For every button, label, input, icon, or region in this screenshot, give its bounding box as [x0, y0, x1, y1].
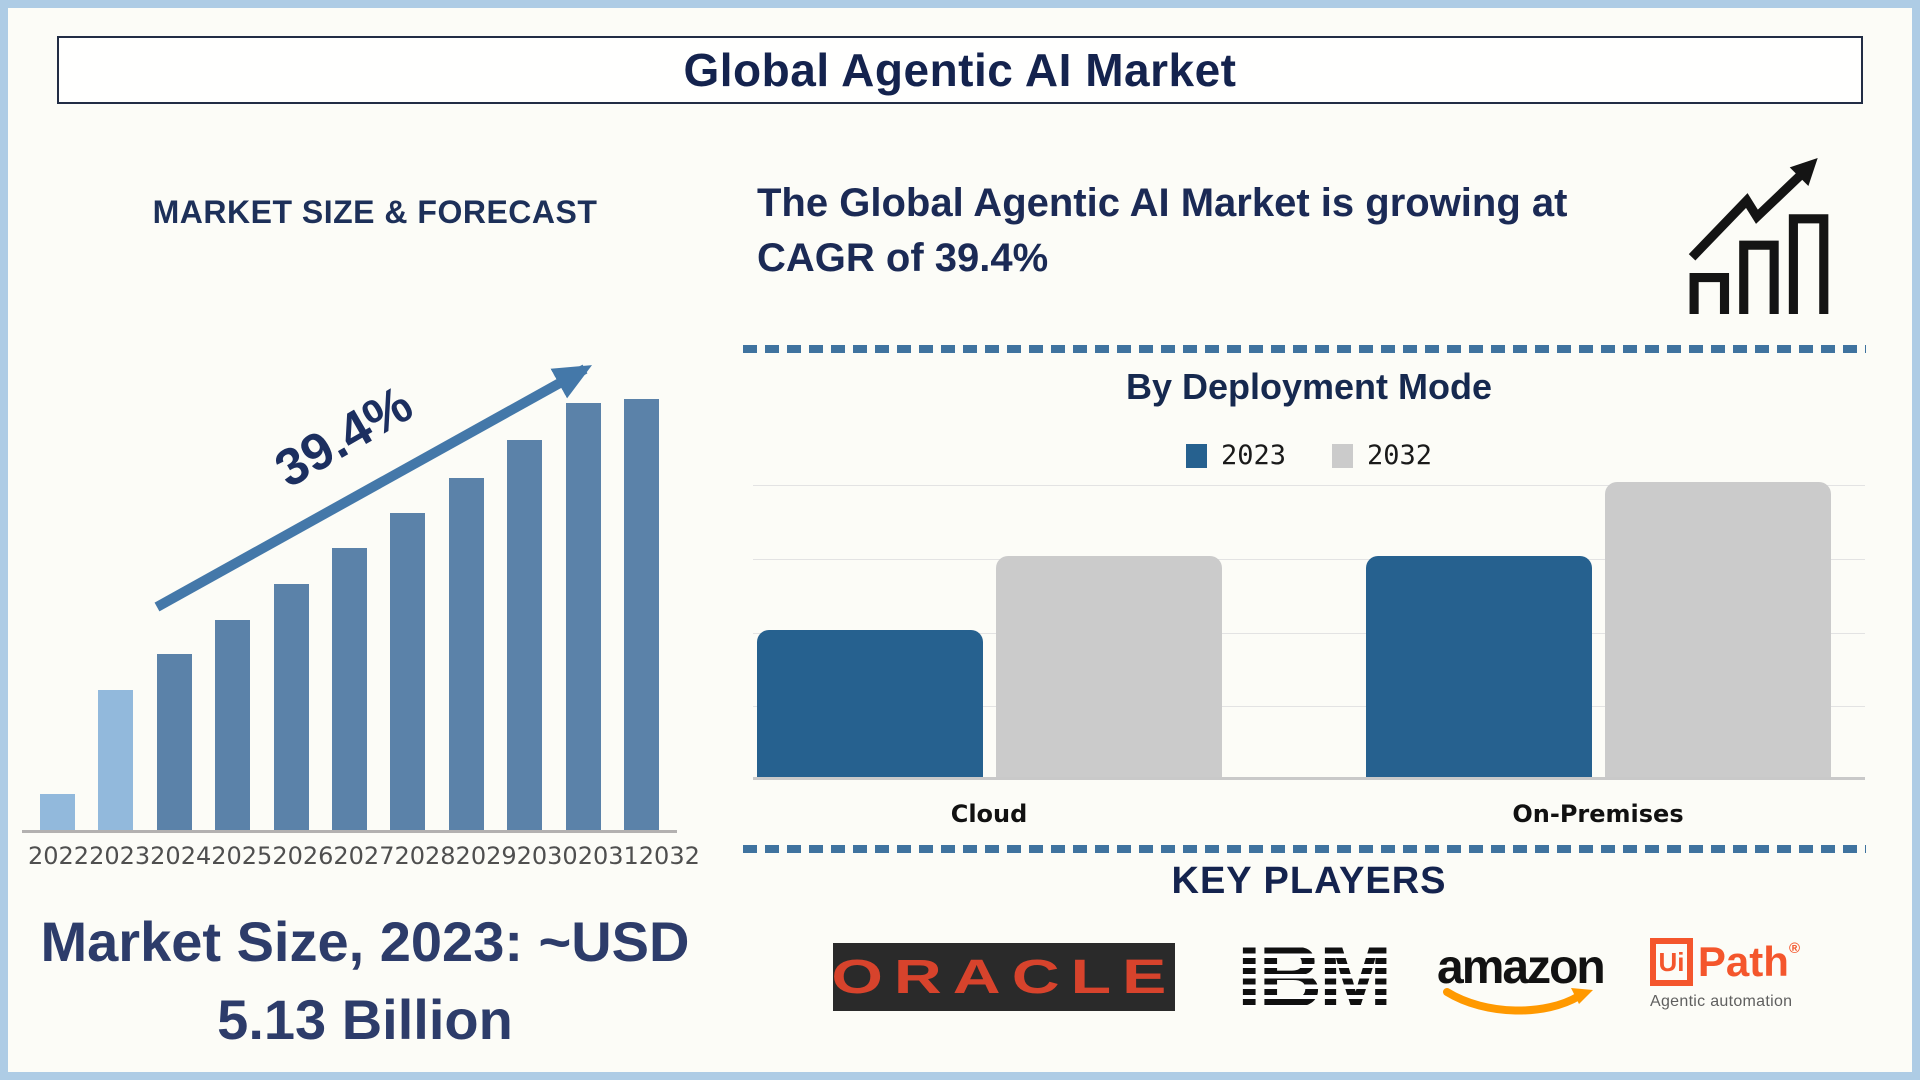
ibm-logo-text: IBM: [1237, 927, 1392, 1026]
deployment-plot: Cloud On-Premises: [753, 482, 1865, 828]
section-divider-top: [743, 345, 1866, 353]
growth-chart-icon: [1688, 158, 1829, 315]
forecast-bar-column: [320, 380, 378, 830]
amazon-smile-icon: [1443, 988, 1593, 1015]
key-players-heading: KEY PLAYERS: [1171, 860, 1447, 902]
forecast-bar-2022: [39, 794, 75, 830]
market-size-caption-line2: 5.13 Billion: [217, 988, 513, 1052]
forecast-bars: [22, 380, 677, 830]
page-title-box: Global Agentic AI Market: [57, 36, 1863, 104]
uipath-box-icon: Ui: [1650, 938, 1693, 986]
deployment-legend: 2023 2032: [753, 440, 1865, 471]
forecast-bar-column: [496, 380, 554, 830]
deployment-mode-title: By Deployment Mode: [1125, 366, 1493, 407]
year-label-2027: 2027: [333, 842, 395, 870]
deployment-baseline: [753, 777, 1865, 780]
legend-item-2032: 2032: [1332, 440, 1432, 471]
deployment-bar-on-premises-2023: [1366, 556, 1592, 777]
forecast-bar-2028: [390, 513, 426, 830]
deployment-gridline: [753, 632, 1865, 634]
forecast-bar-2025: [215, 620, 251, 830]
legend-label-2023: 2023: [1220, 440, 1286, 471]
legend-label-2032: 2032: [1367, 440, 1433, 471]
oracle-logo: ORACLE: [833, 943, 1175, 1011]
amazon-logo-text: amazon: [1437, 941, 1606, 994]
year-label-2022: 2022: [28, 842, 90, 870]
cagr-headline-line2: CAGR of 39.4%: [757, 236, 1049, 281]
uipath-logo-text: Path: [1697, 938, 1789, 985]
legend-swatch-2023: [1185, 443, 1207, 468]
cagr-headline-line1: The Global Agentic AI Market is growing …: [757, 181, 1568, 225]
forecast-bar-2024: [156, 654, 192, 830]
year-label-2029: 2029: [455, 842, 517, 870]
year-label-2028: 2028: [394, 842, 456, 870]
uipath-tagline: Agentic automation: [1650, 993, 1793, 1010]
section-divider-bottom: [743, 845, 1866, 853]
deployment-bar-cloud-2023: [757, 630, 983, 777]
oracle-logo-text: ORACLE: [833, 950, 1175, 1004]
trend-arrow-icon: [154, 364, 592, 612]
page-title: Global Agentic AI Market: [683, 44, 1237, 96]
market-size-caption-line1: Market Size, 2023: ~USD: [40, 910, 690, 973]
legend-swatch-2032: [1332, 443, 1353, 468]
forecast-bar-2027: [331, 548, 367, 830]
forecast-bar-2023: [98, 690, 134, 830]
forecast-bar-2029: [448, 478, 484, 830]
year-label-2024: 2024: [150, 842, 212, 870]
ibm-logo: IBM: [1237, 933, 1407, 1021]
forecast-bar-column: [145, 380, 203, 830]
forecast-bar-column: [203, 380, 261, 830]
deployment-bar-cloud-2032: [996, 556, 1222, 777]
forecast-chart: 2022 2023 2024 2025 2026 2027 2028 2029 2030 2031…: [22, 380, 700, 870]
forecast-bar-column: [554, 380, 612, 830]
cagr-headline: The Global Agentic AI Market is growing …: [757, 176, 1722, 286]
deployment-gridline: [753, 558, 1865, 560]
forecast-years: 2022 2023 2024 2025 2026 2027 2028 2029 2030 2031…: [22, 842, 700, 870]
year-label-2031: 2031: [577, 842, 639, 870]
forecast-bar-column: [379, 380, 437, 830]
forecast-bar-column: [28, 380, 86, 830]
category-label-on-premises: On-Premises: [1512, 800, 1684, 828]
forecast-bar-column: [262, 380, 320, 830]
year-label-2030: 2030: [516, 842, 578, 870]
year-label-2032: 2032: [638, 842, 700, 870]
year-label-2023: 2023: [89, 842, 151, 870]
forecast-bar-2031: [565, 403, 601, 830]
forecast-bar-column: [86, 380, 144, 830]
registered-mark: ®: [1788, 939, 1800, 957]
category-label-cloud: Cloud: [950, 800, 1028, 828]
market-size-heading: MARKET SIZE & FORECAST: [152, 194, 598, 230]
forecast-bar-column: [437, 380, 495, 830]
uipath-logo: Ui Path ® Agentic automation: [1650, 938, 1800, 1011]
forecast-bar-2030: [507, 440, 543, 830]
forecast-x-axis-line: [22, 830, 677, 833]
forecast-bar-column: [613, 380, 671, 830]
forecast-bar-2032: [624, 399, 660, 830]
amazon-logo: amazon: [1437, 944, 1627, 1018]
deployment-gridline: [753, 485, 1865, 486]
year-label-2026: 2026: [272, 842, 334, 870]
deployment-bar-on-premises-2032: [1605, 482, 1831, 777]
forecast-bar-2026: [273, 584, 309, 830]
year-label-2025: 2025: [211, 842, 273, 870]
uipath-wordmark: Ui Path ®: [1650, 938, 1800, 986]
market-size-caption: Market Size, 2023: ~USD 5.13 Billion: [15, 903, 715, 1060]
legend-item-2023: 2023: [1185, 440, 1286, 471]
deployment-gridline: [753, 706, 1865, 708]
